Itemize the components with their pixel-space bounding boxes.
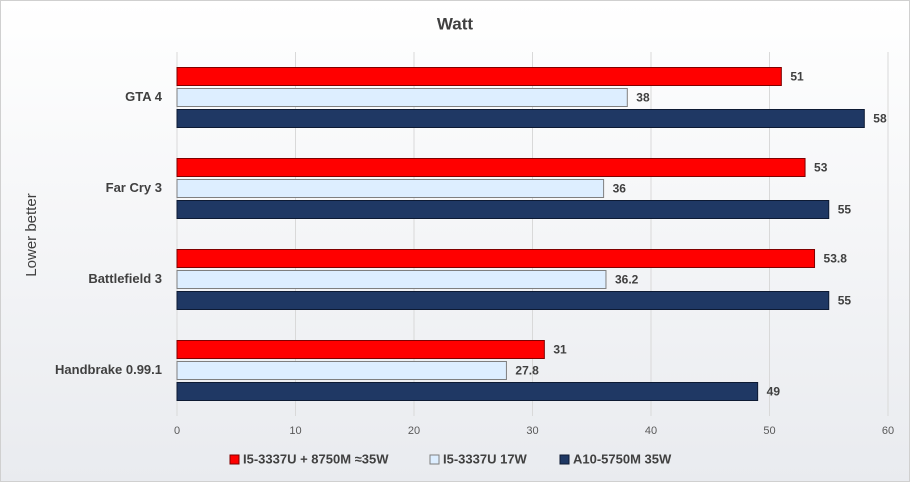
value-label: 36 — [613, 182, 627, 196]
x-tick-label: 0 — [174, 425, 180, 437]
x-tick-label: 50 — [763, 425, 775, 437]
value-label: 51 — [790, 70, 804, 84]
bar — [176, 158, 806, 177]
bar — [176, 270, 607, 289]
legend-swatch — [429, 454, 440, 465]
legend-label: A10-5750M 35W — [573, 451, 672, 466]
value-label: 31 — [553, 343, 567, 357]
y-tick-label: Battlefield 3 — [88, 271, 162, 286]
value-label: 53 — [814, 161, 828, 175]
x-tick-label: 20 — [408, 425, 420, 437]
bar — [176, 109, 865, 128]
legend-label: I5-3337U + 8750M ≈35W — [243, 451, 389, 466]
x-tick-label: 40 — [645, 425, 657, 437]
y-axis-label: Lower better — [23, 193, 40, 276]
legend-swatch — [559, 454, 570, 465]
bar — [176, 88, 628, 107]
legend-label: I5-3337U 17W — [443, 451, 528, 466]
value-label: 36.2 — [615, 273, 639, 287]
bar — [176, 179, 605, 198]
x-tick-label: 30 — [526, 425, 538, 437]
chart-title: Watt — [437, 14, 474, 33]
bar — [176, 249, 816, 268]
bar — [176, 200, 830, 219]
x-tick-label: 10 — [289, 425, 301, 437]
value-label: 58 — [873, 112, 887, 126]
y-tick-label: Handbrake 0.99.1 — [55, 362, 162, 377]
value-label: 27.8 — [515, 364, 539, 378]
y-tick-label: Far Cry 3 — [106, 180, 162, 195]
bar — [176, 382, 759, 401]
value-label: 53.8 — [824, 252, 848, 266]
y-tick-label: GTA 4 — [125, 89, 163, 104]
bar — [176, 291, 830, 310]
bar — [176, 340, 545, 359]
legend-swatch — [229, 454, 240, 465]
bar — [176, 361, 507, 380]
value-label: 55 — [838, 294, 852, 308]
value-label: 55 — [838, 203, 852, 217]
bar — [176, 67, 782, 86]
value-label: 38 — [636, 91, 650, 105]
value-label: 49 — [767, 385, 781, 399]
x-tick-label: 60 — [882, 425, 894, 437]
